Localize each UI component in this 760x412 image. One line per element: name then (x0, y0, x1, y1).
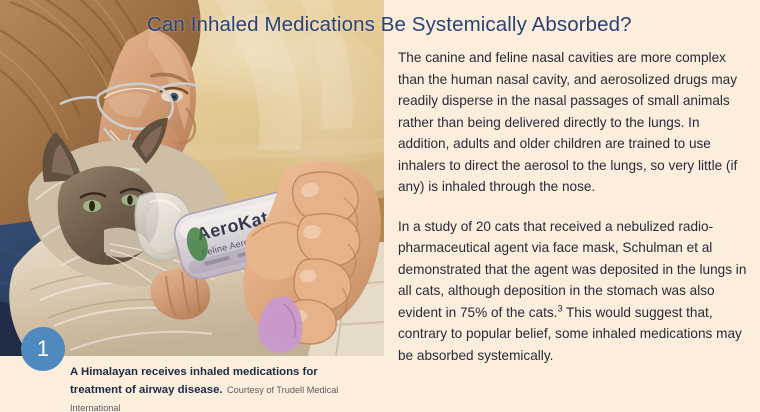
body-paragraph-2: In a study of 20 cats that received a ne… (398, 216, 750, 367)
figure-photo: AeroKat Feline Aerosol Chamber (0, 0, 384, 356)
reference-marker-3[interactable]: 3 (557, 302, 563, 313)
paragraph-2-text: In a study of 20 cats that received a ne… (398, 218, 747, 320)
figure-number-badge: 1 (21, 327, 65, 371)
paragraph-2-text-cont: This would suggest that, contrary to pop… (398, 304, 742, 363)
body-paragraph-1: The canine and feline nasal cavities are… (398, 47, 750, 198)
page-title: Can Inhaled Medications Be Systemically … (147, 13, 632, 36)
paragraph-1-text: The canine and feline nasal cavities are… (398, 50, 738, 194)
article-body: The canine and feline nasal cavities are… (398, 47, 750, 366)
figure-caption-text: A Himalayan receives inhaled medications… (70, 366, 318, 396)
figure-caption-credit: Courtesy of Trudell Medical Internationa… (70, 385, 339, 412)
figure-caption: A Himalayan receives inhaled medications… (70, 362, 370, 412)
photo-illustration: AeroKat Feline Aerosol Chamber (0, 0, 384, 356)
